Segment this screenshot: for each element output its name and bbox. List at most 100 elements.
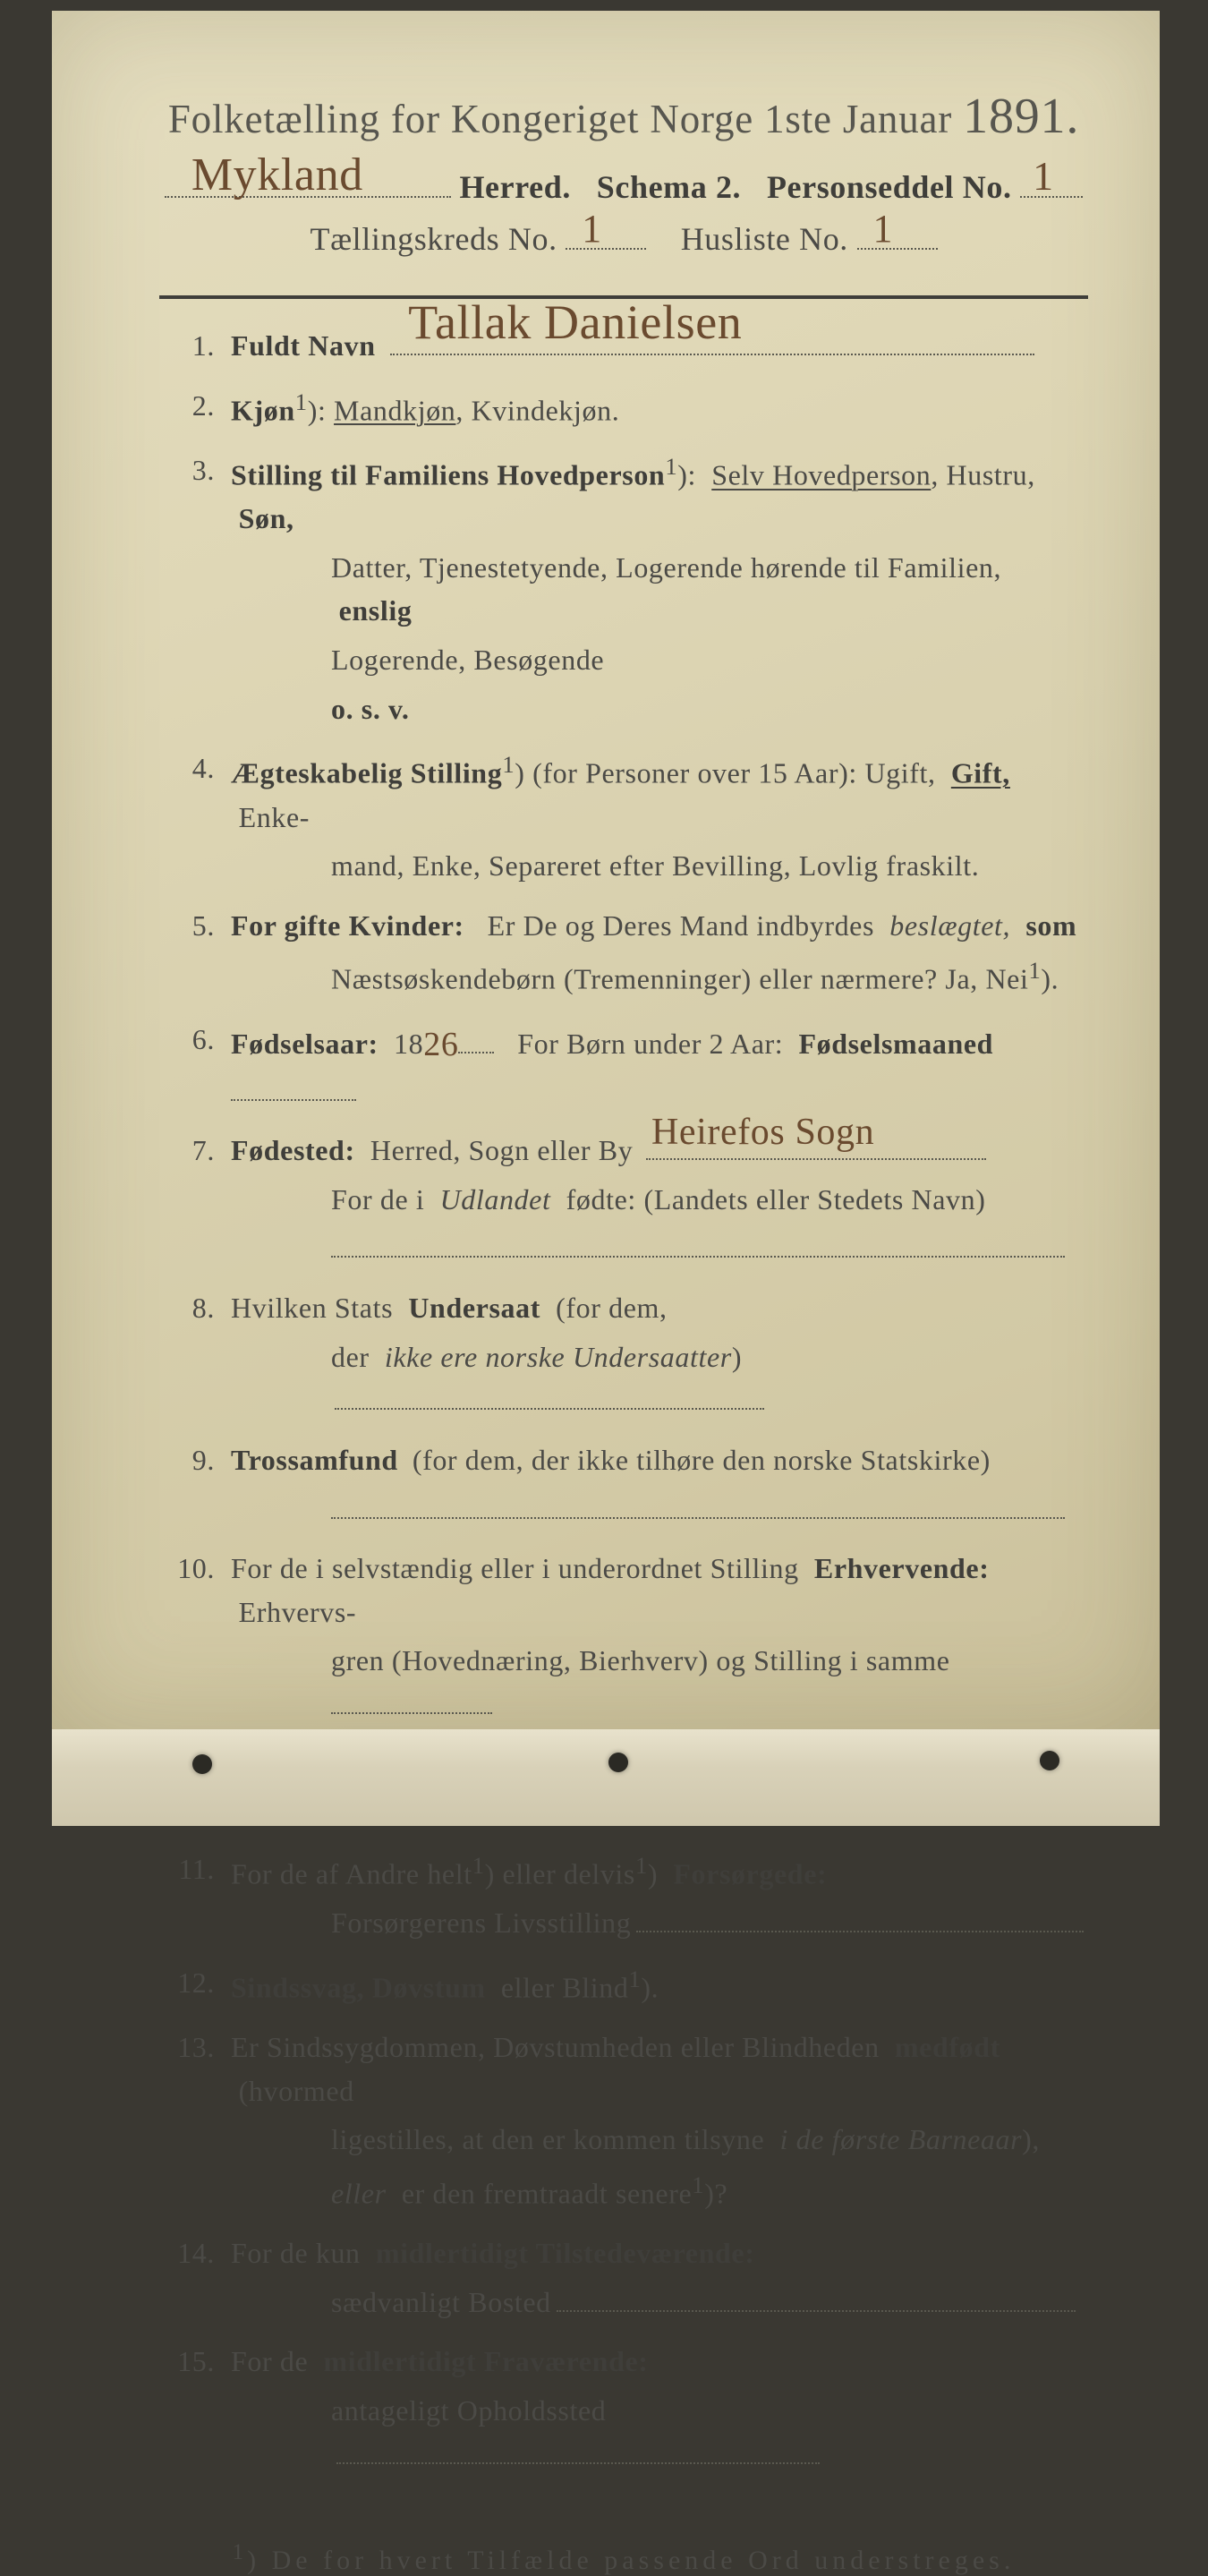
personseddel-label: Personseddel No.: [767, 169, 1012, 205]
q5-label-a: For gifte Kvinder:: [231, 909, 464, 942]
herred-field: Mykland: [165, 196, 451, 198]
q7-line2a: For de i: [331, 1183, 424, 1215]
q12-close: ).: [641, 1971, 659, 2003]
q5-sup: 1: [1028, 957, 1041, 984]
row-2-num: 2.: [159, 384, 231, 432]
q5-line2: Næstsøskendebørn (Tremenninger) eller næ…: [331, 963, 1028, 995]
q14-line2: sædvanligt Bosted: [331, 2286, 551, 2318]
q4-label-a: Ægteskabelig Stilling: [231, 757, 502, 789]
tkreds-no-field: 1: [566, 248, 646, 250]
q12-sup: 1: [628, 1966, 641, 1992]
q3-enslig: enslig: [339, 594, 413, 627]
q10-label-a: Erhvervende:: [814, 1552, 990, 1584]
row-13: 13. Er Sindssygdommen, Døvstumheden elle…: [159, 2026, 1088, 2215]
q12-label-a: Sindssvag, Døvstum: [231, 1971, 486, 2003]
q5-rest1: Er De og Deres Mand indbyrdes: [488, 909, 874, 942]
census-form-page: Folketælling for Kongeriget Norge 1ste J…: [52, 11, 1160, 1729]
q3-sup: 1: [665, 453, 677, 480]
row-14-body: For de kun midlertidigt Tilstedeværende:…: [231, 2231, 1088, 2324]
row-6-num: 6.: [159, 1018, 231, 1113]
row-4: 4. Ægteskabelig Stilling1) (for Personer…: [159, 746, 1088, 888]
q11-dots: [636, 1931, 1084, 1932]
herred-label: Herred.: [459, 169, 571, 205]
q15-line2: antageligt Opholdssted: [331, 2394, 606, 2427]
q4-rest1: Enke-: [239, 801, 310, 833]
binding-hole: [192, 1754, 212, 1774]
row-5-body: For gifte Kvinder: Er De og Deres Mand i…: [231, 904, 1088, 1002]
q3-label-b: ):: [677, 459, 696, 491]
q10-line1b: Erhvervs-: [239, 1596, 357, 1628]
q3-line4: o. s. v.: [331, 693, 410, 725]
q13-medfodt: medfødt: [895, 2031, 1000, 2063]
q15-label-a: midlertidigt Fraværende:: [323, 2345, 648, 2377]
row-14-num: 14.: [159, 2231, 231, 2324]
q3-selv: Selv Hovedperson: [711, 459, 931, 491]
q7-hand: Heirefos Sogn: [651, 1105, 874, 1162]
row-2-body: Kjøn1): Mandkjøn, Kvindekjøn.: [231, 384, 1088, 432]
q7-it1: Udlandet: [440, 1183, 551, 1215]
q1-label: Fuldt Navn: [231, 329, 376, 362]
q11-line1b: ) eller delvis: [485, 1858, 635, 1890]
header-line-2: Mykland Herred. Schema 2. Personseddel N…: [159, 168, 1088, 206]
row-1-body: Fuldt Navn Tallak Danielsen: [231, 324, 1088, 368]
q6-rest1: For Børn under 2 Aar:: [517, 1028, 783, 1060]
q6-hand: 26: [423, 1019, 458, 1071]
q10-line1a: For de i selvstændig eller i underordnet…: [231, 1552, 799, 1584]
q12-rest1: eller Blind: [501, 1971, 629, 2003]
q5-close: ).: [1041, 963, 1059, 995]
q6-dots2: [231, 1099, 356, 1101]
q2-kvindekjon: Kvindekjøn.: [472, 394, 620, 426]
binding-hole: [1040, 1751, 1059, 1770]
q2-sup: 1: [295, 388, 308, 415]
q11-line1a: For de af Andre helt: [231, 1858, 472, 1890]
tkreds-label: Tællingskreds No.: [310, 221, 557, 257]
row-6: 6. Fødselsaar: 1826 For Børn under 2 Aar…: [159, 1018, 1088, 1113]
row-6-body: Fødselsaar: 1826 For Børn under 2 Aar: F…: [231, 1018, 1088, 1113]
q13-line3b: er den fremtraadt senere: [402, 2178, 692, 2210]
q9-label-a: Trossamfund: [231, 1438, 398, 1482]
q6-dots1: [458, 1052, 494, 1053]
q13-line1b: (hvormed: [239, 2075, 354, 2107]
row-7: 7. Fødested: Herred, Sogn eller By Heire…: [159, 1129, 1088, 1270]
q13-line3a: eller: [331, 2178, 387, 2210]
row-11: 11. For de af Andre helt1) eller delvis1…: [159, 1847, 1088, 1945]
q13-line2b: ),: [1022, 2123, 1040, 2155]
row-8-body: Hvilken Stats Undersaat (for dem, der ik…: [231, 1286, 1088, 1422]
q9-rest1: (for dem, der ikke tilhøre den norske St…: [398, 1438, 1088, 1482]
page-bottom-edge: [52, 1729, 1160, 1826]
q6-label-b: Fødselsmaaned: [798, 1028, 993, 1060]
q8-it1: ikke ere norske Undersaatter: [385, 1341, 732, 1373]
q8-dots: [335, 1408, 764, 1410]
row-4-num: 4.: [159, 746, 231, 888]
q11-line2: Forsørgerens Livsstilling: [331, 1906, 631, 1939]
q2-label-b: ):: [308, 394, 327, 426]
q4-sup: 1: [502, 751, 515, 778]
husliste-no-hand: 1: [873, 206, 894, 252]
q8-label-a: Undersaat: [408, 1292, 540, 1324]
q10-line2: gren (Hovednæring, Bierhverv) og Stillin…: [331, 1644, 950, 1676]
header-rule: [159, 295, 1088, 299]
q3-line2: Datter, Tjenestetyende, Logerende hørend…: [331, 551, 1001, 584]
q4-label-b: ) (for Personer over 15 Aar): Ugift,: [515, 757, 935, 789]
form-title: Folketælling for Kongeriget Norge 1ste J…: [159, 88, 1088, 145]
title-text: Folketælling for Kongeriget Norge 1ste J…: [168, 97, 952, 141]
row-13-body: Er Sindssygdommen, Døvstumheden eller Bl…: [231, 2026, 1088, 2215]
q5-it1: beslægtet,: [889, 909, 1010, 942]
q14-label-a: midlertidigt Tilstedeværende:: [376, 2237, 755, 2269]
q13-line1a: Er Sindssygdommen, Døvstumheden eller Bl…: [231, 2031, 880, 2063]
husliste-label: Husliste No.: [681, 221, 848, 257]
q6-prefix: 18: [394, 1028, 423, 1060]
herred-handwriting: Mykland: [191, 149, 363, 201]
row-3-body: Stilling til Familiens Hovedperson1): Se…: [231, 448, 1088, 730]
q10-dots1: [331, 1712, 492, 1714]
header-line-3: Tællingskreds No. 1 Husliste No. 1: [159, 220, 1088, 258]
q7-field: Heirefos Sogn: [646, 1158, 986, 1160]
row-7-body: Fødested: Herred, Sogn eller By Heirefos…: [231, 1129, 1088, 1270]
row-1: 1. Fuldt Navn Tallak Danielsen: [159, 324, 1088, 368]
q9-dots: [331, 1517, 1065, 1519]
q6-label-a: Fødselsaar:: [231, 1028, 379, 1060]
footnote-text: ) De for hvert Tilfælde passende Ord und…: [247, 2546, 1015, 2575]
q7-line2b: fødte: (Landets eller Stedets Navn): [566, 1183, 986, 1215]
row-12-num: 12.: [159, 1961, 231, 2009]
row-9-num: 9.: [159, 1438, 231, 1531]
